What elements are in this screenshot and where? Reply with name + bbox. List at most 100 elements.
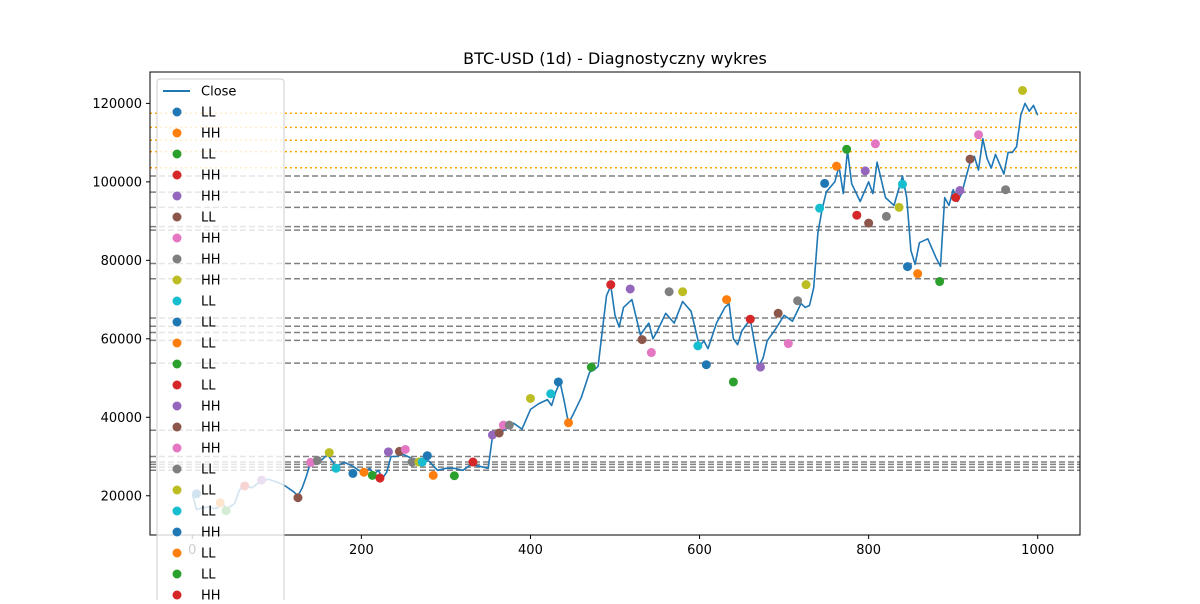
legend-label: LL (201, 106, 216, 121)
x-tick-label: 800 (856, 543, 881, 558)
legend-label: HH (201, 169, 221, 184)
swing-point-ll (864, 218, 874, 228)
swing-point-ll (367, 470, 377, 480)
swing-point-hh (400, 444, 410, 454)
swing-point-ll (348, 468, 358, 478)
legend-marker-swatch (172, 191, 182, 201)
legend-label: LL (201, 568, 216, 583)
legend-marker-swatch (172, 254, 182, 264)
legend-label: LL (201, 547, 216, 562)
swing-point-hh (897, 179, 907, 189)
x-tick-label: 400 (518, 543, 543, 558)
legend-label: LL (201, 358, 216, 373)
swing-point-ll (783, 339, 793, 349)
swing-point-hh (801, 280, 811, 290)
legend-marker-swatch (172, 212, 182, 222)
swing-point-hh (722, 295, 732, 305)
x-tick-label: 1000 (1021, 543, 1054, 558)
swing-point-ll (407, 457, 417, 467)
legend-label: HH (201, 190, 221, 205)
swing-point-hh (324, 448, 334, 458)
plot-frame (149, 71, 1081, 536)
legend-label: HH (201, 400, 221, 415)
swing-point-ll (755, 362, 765, 372)
legend-marker-swatch (172, 401, 182, 411)
swing-point-ll (564, 418, 573, 428)
swing-point-ll (728, 377, 738, 387)
legend-label: LL (201, 316, 216, 331)
legend-label: LL (201, 463, 216, 478)
swing-point-ll (935, 277, 945, 287)
swing-point-ll (293, 493, 303, 503)
legend-marker-swatch (172, 107, 182, 117)
swing-point-ll (428, 470, 438, 480)
legend-marker-swatch (172, 443, 182, 453)
swing-point-hh (525, 393, 535, 403)
swing-point-hh (860, 166, 870, 176)
legend-label: HH (201, 274, 221, 289)
swing-point-ll (881, 211, 891, 221)
swing-point-hh (383, 447, 393, 457)
legend-marker-swatch (172, 275, 182, 285)
legend-marker-swatch (172, 506, 182, 516)
swing-point-hh (468, 457, 478, 467)
legend-marker-swatch (172, 422, 182, 432)
swing-point-hh (625, 284, 635, 294)
legend-marker-swatch (172, 233, 182, 243)
swing-point-hh (306, 457, 316, 467)
swing-point-hh (664, 287, 674, 297)
swing-point-hh (678, 287, 688, 297)
y-tick-label: 80000 (101, 254, 142, 269)
swing-point-hh (553, 377, 563, 387)
swing-point-ll (637, 335, 647, 345)
swing-point-hh (842, 144, 852, 154)
swing-point-hh (487, 430, 497, 440)
swing-point-hh (974, 130, 984, 140)
legend-marker-swatch (172, 296, 182, 306)
swing-point-hh (586, 362, 596, 372)
legend-marker-swatch (172, 569, 182, 579)
legend-marker-swatch (172, 380, 182, 390)
swing-point-ll (1001, 185, 1011, 195)
legend-label: LL (201, 379, 216, 394)
swing-point-hh (773, 308, 783, 318)
swing-point-hh (870, 139, 880, 149)
swing-point-hh (832, 161, 842, 171)
swing-point-ll (852, 210, 862, 220)
legend-marker-swatch (172, 548, 182, 558)
swing-point-hh (820, 178, 830, 188)
legend-label: HH (201, 589, 221, 601)
legend-label: Close (201, 85, 236, 100)
swing-point-hh (951, 193, 961, 203)
legend-marker-swatch (172, 128, 182, 138)
swing-point-ll (815, 203, 825, 213)
x-tick-label: 600 (687, 543, 712, 558)
legend-marker-swatch (172, 359, 182, 369)
swing-point-hh (793, 296, 803, 306)
legend-box (156, 78, 285, 604)
swing-point-hh (494, 428, 504, 438)
x-tick-label: 200 (349, 543, 374, 558)
swing-point-hh (504, 420, 514, 430)
legend-label: LL (201, 295, 216, 310)
legend-marker-swatch (172, 317, 182, 327)
swing-point-hh (745, 314, 755, 324)
legend-label: LL (201, 337, 216, 352)
levels-layer (150, 112, 1080, 472)
swing-point-ll (701, 360, 711, 370)
swing-point-hh (955, 185, 965, 195)
legend-marker-swatch (172, 590, 182, 600)
legend-marker-swatch (172, 485, 182, 495)
legend-marker-swatch (172, 170, 182, 180)
chart-title: BTC-USD (1d) - Diagnostyczny wykres (463, 49, 767, 68)
y-tick-label: 100000 (92, 175, 142, 190)
swing-point-ll (449, 471, 459, 481)
swing-point-ll (693, 341, 703, 351)
legend-label: LL (201, 505, 216, 520)
legend-marker-swatch (172, 527, 182, 537)
swing-point-hh (606, 280, 616, 290)
swing-point-ll (913, 269, 923, 279)
swing-point-ll (359, 467, 369, 477)
legend-marker-swatch (172, 464, 182, 474)
